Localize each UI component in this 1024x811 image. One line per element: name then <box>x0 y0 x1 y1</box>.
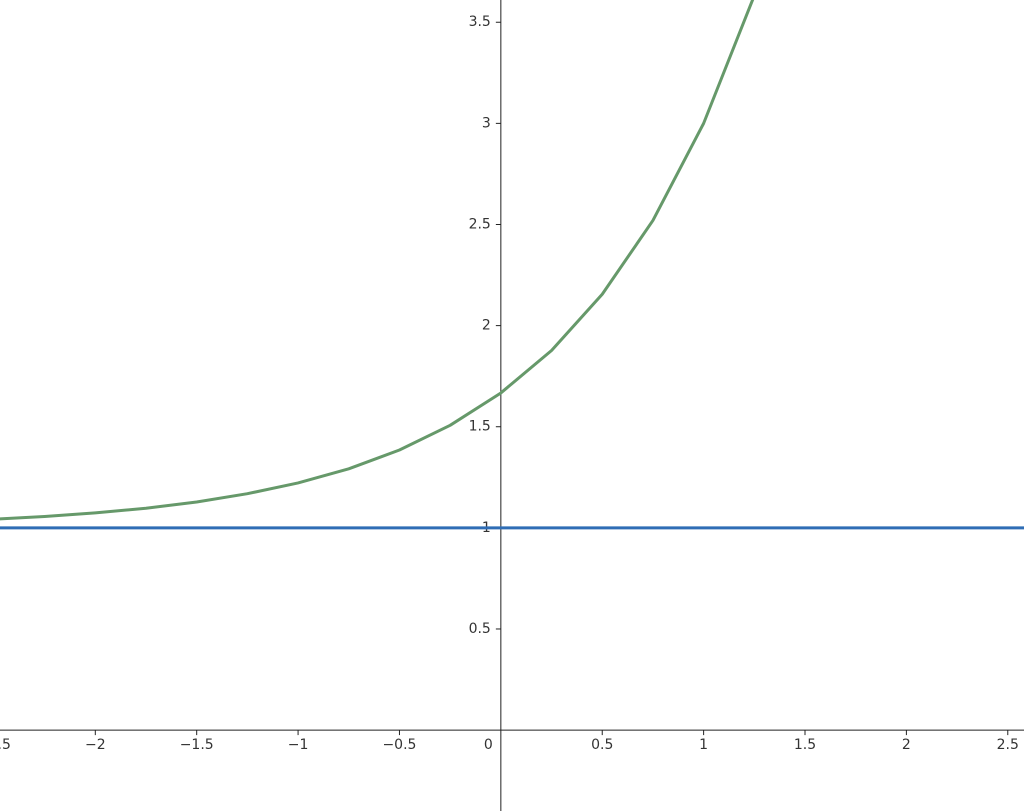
x-tick-label: −1 <box>288 737 309 753</box>
x-tick-label: 1 <box>699 737 708 753</box>
x-tick-label: 0 <box>484 737 493 753</box>
x-tick-label: 2 <box>902 737 911 753</box>
x-tick-label: −2.5 <box>0 737 11 753</box>
x-tick-label: −0.5 <box>382 737 416 753</box>
y-tick-label: 2.5 <box>469 216 491 232</box>
function-curve <box>0 0 755 521</box>
plot-area <box>0 0 1024 530</box>
y-tick-label: 2 <box>482 318 491 334</box>
y-tick-label: 0.5 <box>469 621 491 637</box>
x-tick-label: 0.5 <box>591 737 613 753</box>
y-tick-label: 3 <box>482 115 491 131</box>
x-tick-label: 2.5 <box>997 737 1019 753</box>
x-tick-label: −1.5 <box>180 737 214 753</box>
x-tick-label: −2 <box>85 737 106 753</box>
x-tick-label: 1.5 <box>794 737 816 753</box>
y-tick-label: 3.5 <box>469 14 491 30</box>
y-tick-label: 1.5 <box>469 419 491 435</box>
